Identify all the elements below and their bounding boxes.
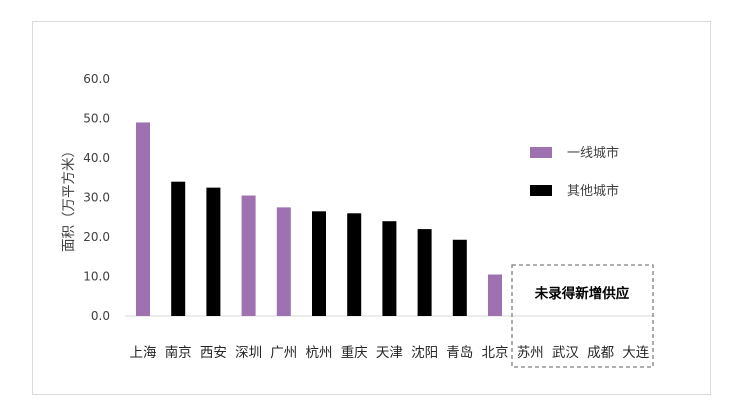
- category-label: 广州: [270, 345, 297, 361]
- category-label: 西安: [200, 345, 227, 361]
- x-axis-categories: 上海 南京 西安 深圳 广州 杭州 重庆 天津 沈阳 青岛 北京 苏州 武汉 成都 大连: [130, 345, 650, 361]
- category-label: 大连: [622, 345, 649, 361]
- category-label: 深圳: [235, 345, 262, 361]
- no-supply-annotation: 未录得新增供应: [535, 285, 630, 302]
- bar-上海: [136, 122, 150, 316]
- bar-沈阳: [417, 229, 432, 316]
- category-label: 北京: [482, 345, 509, 361]
- bar-重庆: [347, 213, 362, 316]
- bar-北京: [488, 274, 502, 316]
- bar-杭州: [312, 211, 326, 316]
- bar-西安: [206, 187, 221, 316]
- y-tick-label: 60.0: [83, 72, 110, 86]
- category-label: 成都: [587, 345, 614, 361]
- category-label: 武汉: [552, 345, 580, 361]
- y-axis-label: 面积（万平方米）: [61, 144, 77, 252]
- category-label: 苏州: [517, 345, 544, 361]
- category-label: 重庆: [341, 345, 368, 361]
- legend-label: 其他城市: [567, 183, 619, 199]
- y-tick-label: 30.0: [83, 191, 110, 205]
- y-tick-label: 10.0: [83, 270, 110, 284]
- y-tick-label: 20.0: [83, 230, 110, 244]
- y-tick-label: 40.0: [83, 151, 110, 165]
- legend-swatch: [530, 147, 552, 158]
- bars: [136, 122, 502, 316]
- bar-广州: [276, 207, 291, 316]
- bar-深圳: [241, 195, 256, 316]
- y-tick-label: 50.0: [83, 112, 110, 126]
- category-label: 沈阳: [411, 345, 438, 361]
- category-label: 青岛: [446, 345, 473, 361]
- bar-天津: [382, 221, 397, 316]
- no-supply-box: [511, 264, 654, 368]
- legend-swatch: [530, 185, 552, 196]
- category-label: 天津: [376, 345, 403, 361]
- y-axis-ticks: 0.0 10.0 20.0 30.0 40.0 50.0 60.0: [83, 72, 110, 323]
- bar-青岛: [452, 239, 467, 316]
- y-tick-label: 0.0: [91, 309, 110, 323]
- category-label: 杭州: [306, 345, 333, 361]
- category-label: 南京: [165, 345, 192, 361]
- legend-label: 一线城市: [567, 145, 619, 161]
- bar-南京: [171, 181, 186, 316]
- category-label: 上海: [130, 345, 157, 361]
